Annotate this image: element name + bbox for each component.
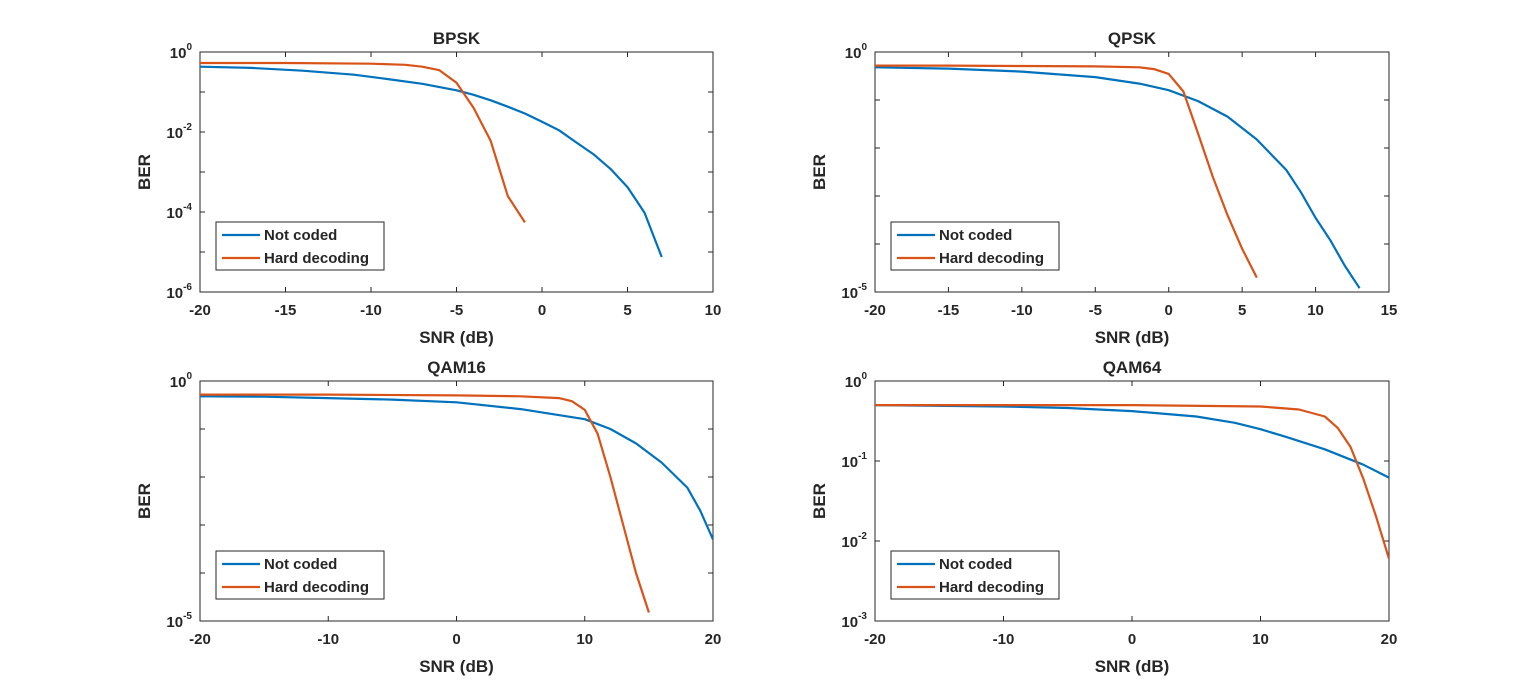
- y-tick-label: 10-5: [166, 611, 192, 631]
- x-tick-label: -5: [450, 302, 463, 319]
- legend-box: [215, 221, 385, 271]
- legend-label: Not coded: [264, 556, 337, 573]
- y-tick-label: 10-6: [166, 282, 192, 302]
- y-axis-label: BER: [135, 154, 154, 190]
- x-tick-label: 10: [1252, 631, 1269, 648]
- series-line-not-coded: [875, 404, 1389, 479]
- y-tick-label: 100: [170, 42, 193, 62]
- y-tick-label: 10-4: [166, 202, 192, 222]
- series-line-hard-decoding: [200, 393, 650, 613]
- x-tick-label: 0: [452, 631, 460, 648]
- x-axis-label: SNR (dB): [1095, 328, 1170, 347]
- y-tick-label: 10-3: [841, 611, 867, 631]
- x-tick-label: -20: [864, 302, 886, 319]
- x-tick-label: -5: [1089, 302, 1102, 319]
- legend-label: Hard decoding: [264, 250, 369, 267]
- x-tick-label: -20: [864, 631, 886, 648]
- x-tick-label: 15: [1381, 302, 1398, 319]
- y-tick-label: 10-1: [841, 451, 867, 471]
- legend: Not coded Hard decoding: [890, 550, 1060, 600]
- y-axis-label: BER: [810, 483, 829, 519]
- x-tick-label: -15: [938, 302, 960, 319]
- x-axis-label: SNR (dB): [419, 328, 494, 347]
- y-tick-label: 100: [845, 371, 868, 391]
- y-tick-label: 100: [845, 42, 868, 62]
- chart-title: QPSK: [1108, 29, 1157, 48]
- x-tick-label: -10: [1011, 302, 1033, 319]
- axes-box: [874, 51, 1390, 293]
- x-tick-label: -20: [189, 302, 211, 319]
- x-tick-label: -10: [317, 631, 339, 648]
- x-tick-label: 10: [576, 631, 593, 648]
- series-line-not-coded: [875, 66, 1361, 289]
- legend-label: Hard decoding: [939, 579, 1044, 596]
- x-tick-label: 0: [538, 302, 546, 319]
- legend-label: Hard decoding: [264, 579, 369, 596]
- x-axis-label: SNR (dB): [419, 657, 494, 676]
- legend: Not coded Hard decoding: [215, 550, 385, 600]
- series-line-hard-decoding: [200, 61, 526, 223]
- y-axis-label: BER: [135, 483, 154, 519]
- legend-label: Hard decoding: [939, 250, 1044, 267]
- x-tick-label: -10: [993, 631, 1015, 648]
- legend-box: [890, 550, 1060, 600]
- x-tick-label: -15: [275, 302, 297, 319]
- series-line-not-coded: [200, 65, 663, 258]
- legend: Not coded Hard decoding: [215, 221, 385, 271]
- x-tick-label: 5: [1238, 302, 1246, 319]
- x-tick-label: 5: [623, 302, 631, 319]
- y-tick-label: 100: [170, 371, 193, 391]
- legend-label: Not coded: [939, 556, 1012, 573]
- legend-box: [215, 550, 385, 600]
- subplot-bpsk: -20 -15 -10 -5 0 5 10 10-6 10-4 10-2 100 BPSK SNR (d…: [135, 29, 721, 347]
- chart-title: QAM16: [427, 358, 486, 377]
- legend-label: Not coded: [939, 227, 1012, 244]
- y-tick-label: 10-5: [841, 282, 867, 302]
- chart-title: QAM64: [1103, 358, 1162, 377]
- legend-label: Not coded: [264, 227, 337, 244]
- series-line-not-coded: [200, 395, 713, 540]
- series-line-hard-decoding: [875, 64, 1258, 279]
- legend-box: [890, 221, 1060, 271]
- subplot-qam16: -20 -10 0 10 20 10-5 100 QAM16 SNR (dB) BER Not co…: [135, 358, 721, 676]
- x-tick-label: -10: [360, 302, 382, 319]
- x-axis-label: SNR (dB): [1095, 657, 1170, 676]
- series-line-hard-decoding: [875, 404, 1389, 560]
- chart-title: BPSK: [433, 29, 481, 48]
- x-tick-label: 10: [1307, 302, 1324, 319]
- subplot-qam64: -20 -10 0 10 20 10-3 10-2 10-1 100 QAM64 SNR (dB) B…: [810, 358, 1397, 676]
- subplot-qpsk: -20 -15 -10 -5 0 5 10 15 10-5 100 QPSK SNR (dB) BER N…: [810, 29, 1397, 347]
- y-tick-label: 10-2: [166, 122, 192, 142]
- y-tick-label: 10-2: [841, 531, 867, 551]
- legend: Not coded Hard decoding: [890, 221, 1060, 271]
- x-tick-label: -20: [189, 631, 211, 648]
- y-axis-label: BER: [810, 154, 829, 190]
- x-tick-label: 0: [1128, 631, 1136, 648]
- x-tick-label: 20: [705, 631, 722, 648]
- x-tick-label: 20: [1381, 631, 1398, 648]
- x-tick-label: 0: [1165, 302, 1173, 319]
- x-tick-label: 10: [705, 302, 722, 319]
